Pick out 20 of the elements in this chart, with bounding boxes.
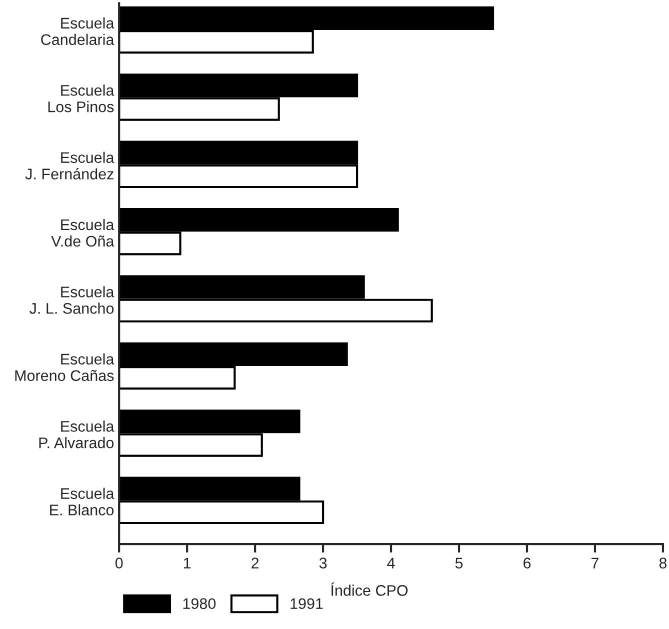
x-tick-label: 3 xyxy=(319,558,327,568)
x-tick-label: 1 xyxy=(184,558,191,568)
x-tick-label: 5 xyxy=(455,558,463,568)
x-tick-label: 4 xyxy=(387,558,395,568)
y-tick-label: Escuela J. L. Sancho xyxy=(30,286,114,314)
x-tick-label: 0 xyxy=(115,558,123,568)
x-axis-title: Índice CPO xyxy=(331,582,408,596)
x-tick-label: 2 xyxy=(252,558,259,568)
y-tick-label: Escuela J. Fernández xyxy=(25,152,114,180)
y-tick-label: Escuela P. Alvarado xyxy=(39,420,114,448)
y-tick-label: Escuela Candelaria xyxy=(41,17,114,46)
x-tick-label: 8 xyxy=(659,558,667,568)
legend-label: 1980 xyxy=(183,598,216,610)
legend-label: 1991 xyxy=(290,598,323,610)
x-tick-label: 6 xyxy=(524,558,531,568)
y-tick-label: Escuela E. Blanco xyxy=(50,488,114,516)
y-tick-label: Escuela Moreno Cañas xyxy=(15,353,114,382)
y-tick-label: Escuela V.de Oña xyxy=(51,218,114,247)
y-tick-label: Escuela Los Pinos xyxy=(48,84,114,112)
x-tick-label: 7 xyxy=(592,558,598,568)
